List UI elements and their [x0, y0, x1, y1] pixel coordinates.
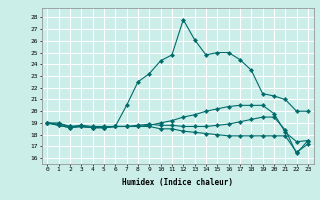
X-axis label: Humidex (Indice chaleur): Humidex (Indice chaleur) — [122, 178, 233, 187]
